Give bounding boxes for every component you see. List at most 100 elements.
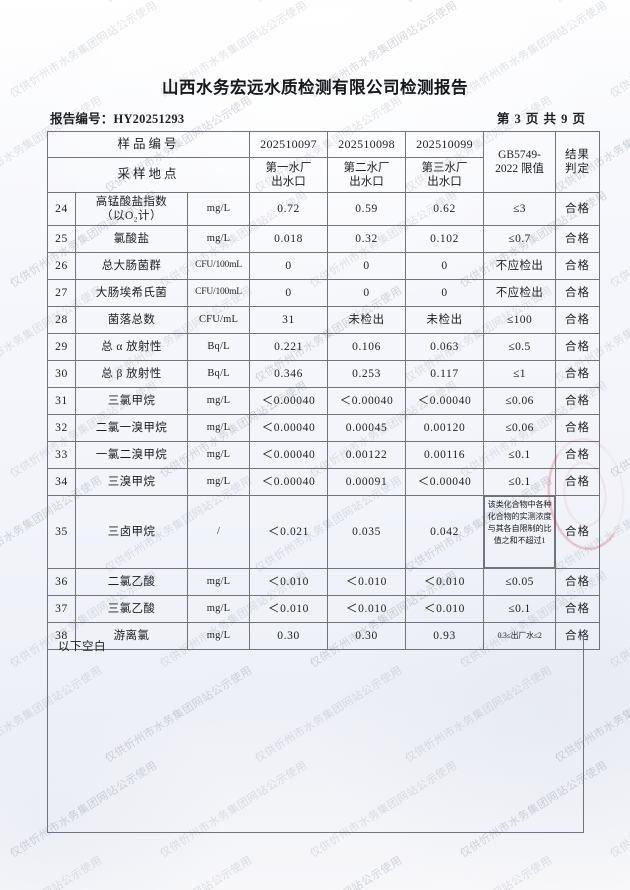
table-row: 30 总 β 放射性 Bq/L 0.346 0.253 0.117 ≤1 合格 (47, 360, 601, 388)
row-index: 36 (47, 568, 76, 596)
row-standard-limit: ≤3 (483, 192, 557, 226)
row-result-judgement: 合格 (555, 441, 601, 469)
row-value-plant-2: 0.32 (327, 225, 407, 253)
row-item-name: 氯酸盐 (75, 225, 188, 253)
report-number: 报告编号：HY20251293 (50, 108, 184, 127)
header-result-line1: 结果 (565, 148, 591, 161)
row-value-plant-1: 0.30 (249, 622, 329, 650)
row-item-name: 三溴甲烷 (75, 468, 188, 496)
header-site-1-line1: 第一水厂 (265, 161, 312, 174)
row-result-judgement: 合格 (555, 306, 601, 334)
row-value-plant-1: ＜0.00040 (249, 387, 329, 415)
row-value-plant-2: 0 (327, 252, 407, 280)
row-unit: CFU/100mL (186, 279, 251, 307)
blank-area-label: 以下空白 (58, 641, 106, 653)
row-value-plant-2: 0.00045 (327, 414, 407, 442)
row-result-judgement: 合格 (555, 279, 601, 307)
row-unit: mg/L (186, 468, 251, 496)
row-standard-limit: ≤0.06 (483, 387, 557, 415)
row-result-judgement: 合格 (555, 495, 601, 569)
row-item-name: 总 α 放射性 (75, 333, 188, 361)
row-item-name: 大肠埃希氏菌 (75, 279, 188, 307)
row-value-plant-2: 0.00122 (327, 441, 407, 469)
row-value-plant-1: ＜0.010 (249, 595, 329, 623)
header-result-line2: 判定 (565, 163, 591, 175)
row-result-judgement: 合格 (555, 252, 601, 280)
header-site-3: 第三水厂 出水口 (405, 157, 485, 193)
row-item-name: 游离氯 (75, 622, 188, 650)
row-value-plant-3: 0.117 (405, 360, 485, 388)
header-sample-no-3: 202510099 (405, 131, 485, 158)
row-value-plant-2: 0.106 (327, 333, 407, 361)
row-unit: Bq/L (186, 360, 251, 388)
row-item-name-line1: 高锰酸盐指数 (95, 195, 168, 208)
row-value-plant-2: 0.253 (327, 360, 407, 388)
table-row: 37 三氯乙酸 mg/L ＜0.010 ＜0.010 ＜0.010 ≤0.1 合格 (47, 595, 601, 623)
row-value-plant-1: ＜0.010 (249, 568, 329, 596)
row-value-plant-3: ＜0.010 (405, 568, 485, 596)
table-row: 33 一氯二溴甲烷 mg/L ＜0.00040 0.00122 0.00116 ≤0.1 合格 (47, 441, 601, 469)
row-result-judgement: 合格 (555, 387, 601, 415)
row-value-plant-3: 0.063 (405, 333, 485, 361)
header-site-2-line1: 第二水厂 (343, 161, 390, 174)
header-site-3-line1: 第三水厂 (421, 161, 468, 174)
row-unit: mg/L (186, 595, 251, 623)
header-standard-line2: 2022 限值 (495, 163, 544, 175)
table-row: 28 菌落总数 CFU/mL 31 未检出 未检出 ≤100 合格 (47, 306, 601, 334)
row-result-judgement: 合格 (555, 360, 601, 388)
row-standard-limit: ≤0.05 (483, 568, 557, 596)
row-value-plant-1: ＜0.00040 (249, 468, 329, 496)
row-value-plant-3: 0 (405, 252, 485, 280)
row-item-name: 三氯甲烷 (75, 387, 188, 415)
row-item-name-line2: （以O₂计） (101, 210, 162, 222)
row-unit: mg/L (186, 414, 251, 442)
table-row: 38 游离氯 mg/L 0.30 0.30 0.93 0.3≤出厂水≤2 合格 (47, 622, 601, 650)
row-result-judgement: 合格 (555, 568, 601, 596)
row-index: 34 (47, 468, 76, 496)
row-value-plant-2: ＜0.00040 (327, 387, 407, 415)
table-header-sample-row: 样品编号 202510097 202510098 202510099 GB574… (46, 131, 601, 193)
row-value-plant-1: ＜0.00040 (249, 414, 329, 442)
row-item-name: 三氯乙酸 (75, 595, 188, 623)
row-item-name: 三卤甲烷 (75, 495, 188, 569)
row-index: 37 (47, 595, 76, 623)
row-result-judgement: 合格 (555, 414, 601, 442)
table-row: 29 总 α 放射性 Bq/L 0.221 0.106 0.063 ≤0.5 合格 (47, 333, 601, 361)
row-result-judgement: 合格 (555, 622, 601, 650)
row-value-plant-3: ＜0.00040 (405, 468, 485, 496)
row-index: 31 (47, 387, 76, 415)
row-unit: mg/L (186, 387, 251, 415)
row-unit: CFU/100mL (186, 252, 251, 280)
row-unit: / (186, 495, 251, 569)
row-unit: mg/L (186, 192, 251, 226)
header-site-2-line2: 出水口 (349, 176, 384, 188)
row-item-name: 二氯乙酸 (75, 568, 188, 596)
report-number-value: HY20251293 (113, 112, 185, 126)
row-item-name: 总大肠菌群 (75, 252, 188, 280)
row-result-judgement: 合格 (555, 468, 601, 496)
row-standard-limit: ≤0.5 (483, 333, 557, 361)
row-index: 35 (47, 495, 76, 569)
row-value-plant-1: 31 (249, 306, 329, 334)
row-value-plant-2: ＜0.010 (327, 568, 407, 596)
page-indicator: 第 3 页 共 9 页 (496, 112, 586, 126)
table-row: 32 二氯一溴甲烷 mg/L ＜0.00040 0.00045 0.00120 ≤0.06 合… (47, 414, 601, 442)
header-site-2: 第二水厂 出水口 (327, 157, 407, 193)
row-unit: Bq/L (186, 333, 251, 361)
row-index: 25 (47, 225, 76, 253)
row-value-plant-3: 0.042 (405, 495, 485, 569)
row-standard-limit: 该类化合物中各种化合物的实测浓度与其各自限制的比值之和不超过1 (484, 496, 556, 568)
report-number-label: 报告编号： (50, 112, 114, 126)
row-standard-limit: 不应检出 (483, 279, 557, 307)
row-item-name: 总 β 放射性 (75, 360, 188, 388)
row-value-plant-3: 0.00116 (405, 441, 485, 469)
row-value-plant-1: 0.018 (249, 225, 329, 253)
table-row: 31 三氯甲烷 mg/L ＜0.00040 ＜0.00040 ＜0.00040 ≤0.06 合… (47, 387, 601, 415)
row-unit: mg/L (186, 568, 251, 596)
header-site-3-line2: 出水口 (427, 176, 462, 188)
row-index: 30 (47, 360, 76, 388)
row-result-judgement: 合格 (555, 192, 601, 226)
row-value-plant-3: 0.00120 (405, 414, 485, 442)
row-standard-limit: ≤0.1 (483, 468, 557, 496)
header-site-1: 第一水厂 出水口 (249, 157, 329, 193)
